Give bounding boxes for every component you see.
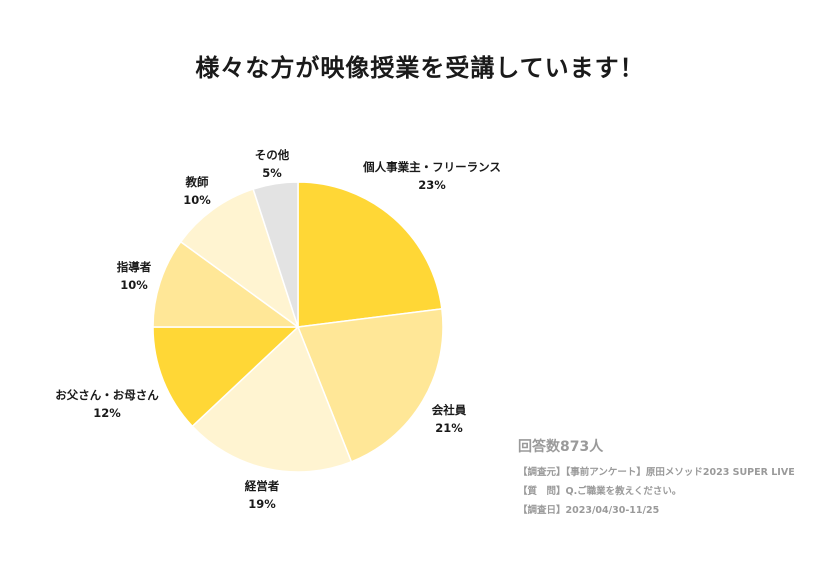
survey-notes: 回答数873人 【調査元】【事前アンケート】原田メソッド2023 SUPER L… [518,436,828,520]
slice-value-label: 10% [183,193,211,207]
slice-value-label: 19% [248,497,276,511]
survey-date: 【調査日】2023/04/30-11/25 [518,505,660,516]
slice-category-label: 個人事業主・フリーランス [362,160,501,174]
pie-slice [252,181,299,328]
slice-value-label: 21% [435,421,463,435]
pie-slice [296,307,444,463]
pie-slice [152,240,301,328]
slice-category-label: お父さん・お母さん [55,388,159,402]
pie-slice [179,188,300,329]
slice-category-label: 指導者 [117,260,152,274]
slice-category-label: 会社員 [431,403,467,417]
chart-title: 様々な方が映像授業を受講しています！ [195,54,645,82]
slice-value-label: 5% [262,166,282,180]
slice-value-label: 10% [120,278,148,292]
respondent-count: 回答数873人 [518,439,604,455]
slice-value-label: 12% [93,406,121,420]
pie-slice [152,326,300,428]
pie-slice [297,181,443,328]
pie-labels: 個人事業主・フリーランス 23% 会社員 21% 経営者 19% お父さん・お母さん 12% 指… [55,148,501,511]
pie-slices [152,181,444,473]
slice-category-label: 教師 [185,175,209,189]
pie-slice [191,325,353,473]
slice-value-label: 23% [418,178,446,192]
survey-question: 【質 問】Q.ご職業を教えください。 [518,486,682,497]
survey-source: 【調査元】【事前アンケート】原田メソッド2023 SUPER LIVE [518,467,795,478]
slice-category-label: その他 [255,148,290,162]
slice-category-label: 経営者 [245,479,280,493]
